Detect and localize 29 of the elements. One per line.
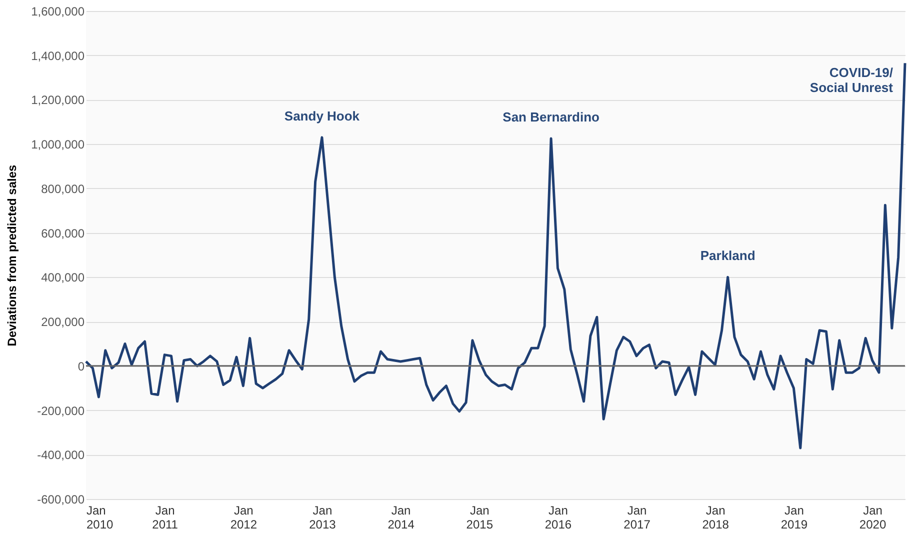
- y-tick-label: 200,000: [41, 315, 85, 330]
- x-tick-label: Jan 2020: [859, 504, 886, 532]
- x-tick-label: Jan 2011: [152, 504, 178, 532]
- x-tick-label: Jan 2012: [230, 504, 258, 532]
- y-tick-label: 600,000: [41, 226, 85, 240]
- y-tick-label: 1,000,000: [31, 138, 85, 152]
- x-tick-label: Jan 2015: [466, 504, 494, 532]
- y-tick-label: -200,000: [37, 404, 85, 418]
- x-tick-label: Jan 2016: [544, 504, 572, 532]
- x-tick-label: Jan 2017: [624, 504, 651, 532]
- y-tick-label: -600,000: [37, 492, 85, 506]
- y-tick-label: 800,000: [41, 182, 85, 196]
- y-axis-title: Deviations from predicted sales: [5, 164, 20, 346]
- x-tick-label: Jan 2013: [309, 504, 336, 532]
- x-tick-label: Jan 2019: [780, 504, 808, 532]
- y-tick-label: 0: [78, 359, 85, 374]
- y-tick-label: -400,000: [37, 448, 85, 462]
- line-series: [84, 62, 906, 450]
- x-tick-label: Jan 2018: [702, 504, 730, 532]
- annotation: Parkland: [700, 248, 756, 264]
- annotation: San Bernardino: [502, 110, 600, 125]
- x-tick-label: Jan 2010: [86, 504, 114, 532]
- y-tick-label: 1,400,000: [31, 48, 85, 63]
- x-tick-label: Jan 2014: [388, 504, 415, 532]
- y-tick-label: 400,000: [41, 270, 85, 285]
- y-tick-label: 1,600,000: [31, 4, 85, 18]
- annotation: Sandy Hook: [284, 108, 360, 124]
- y-tick-label: 1,200,000: [31, 93, 85, 108]
- annotation: COVID-19/ Social Unrest: [810, 65, 894, 96]
